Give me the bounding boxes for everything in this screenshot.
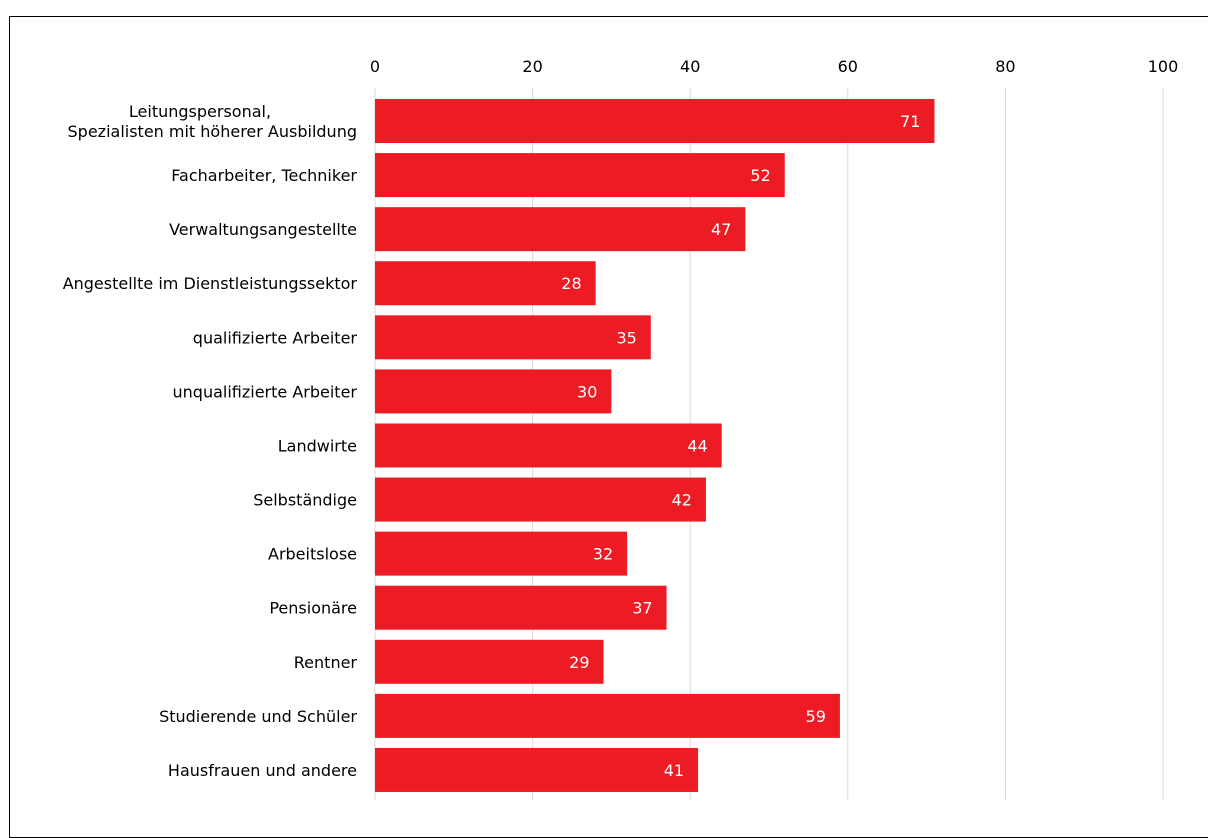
category-label: Leitungspersonal, xyxy=(129,102,271,121)
category-label: Angestellte im Dienstleistungssektor xyxy=(63,274,358,293)
category-label: qualifizierte Arbeiter xyxy=(193,328,358,347)
x-tick-label: 60 xyxy=(838,57,858,76)
bar xyxy=(375,99,935,143)
category-label: Selbständige xyxy=(253,491,357,510)
bar xyxy=(375,315,651,360)
category-label: Landwirte xyxy=(278,436,357,455)
bar-value-label: 32 xyxy=(593,545,613,564)
bar-value-label: 41 xyxy=(664,761,684,780)
bar xyxy=(375,369,612,414)
bar xyxy=(375,153,785,198)
bar xyxy=(375,261,596,306)
x-tick-label: 0 xyxy=(370,57,380,76)
bar-value-label: 29 xyxy=(569,653,589,672)
bar-value-label: 28 xyxy=(561,274,581,293)
bar-value-label: 35 xyxy=(616,328,636,347)
category-label: Pensionäre xyxy=(269,599,357,618)
bar-value-label: 42 xyxy=(672,491,692,510)
bar xyxy=(375,423,722,468)
bar xyxy=(375,477,706,522)
category-label: Studierende und Schüler xyxy=(159,707,357,726)
category-label: Facharbeiter, Techniker xyxy=(171,166,357,185)
category-label: Hausfrauen und andere xyxy=(168,761,357,780)
category-label: unqualifizierte Arbeiter xyxy=(173,382,358,401)
bar-value-label: 44 xyxy=(687,436,707,455)
x-tick-label: 40 xyxy=(680,57,700,76)
bar-value-label: 30 xyxy=(577,382,597,401)
bar xyxy=(375,747,699,792)
bar-value-label: 59 xyxy=(806,707,826,726)
bar-value-label: 37 xyxy=(632,599,652,618)
bar xyxy=(375,531,628,576)
x-tick-label: 80 xyxy=(995,57,1015,76)
bar xyxy=(375,585,667,630)
bar-value-label: 71 xyxy=(900,112,920,131)
bar-value-label: 47 xyxy=(711,220,731,239)
bar xyxy=(375,693,840,738)
category-label: Verwaltungsangestellte xyxy=(169,220,357,239)
category-label: Spezialisten mit höherer Ausbildung xyxy=(68,122,357,141)
bar-value-label: 52 xyxy=(750,166,770,185)
category-label: Rentner xyxy=(294,653,358,672)
bar xyxy=(375,639,604,684)
category-label: Arbeitslose xyxy=(268,545,357,564)
x-axis-ticks: 0 20 40 60 80 100 xyxy=(370,57,1178,76)
category-labels: Leitungspersonal,Spezialisten mit höhere… xyxy=(63,102,358,780)
bar xyxy=(375,207,746,252)
x-tick-label: 100 xyxy=(1148,57,1179,76)
x-tick-label: 20 xyxy=(522,57,542,76)
bars: 71 52 47 28 35 30 44 42 32 37 29 59 41 xyxy=(375,99,935,792)
